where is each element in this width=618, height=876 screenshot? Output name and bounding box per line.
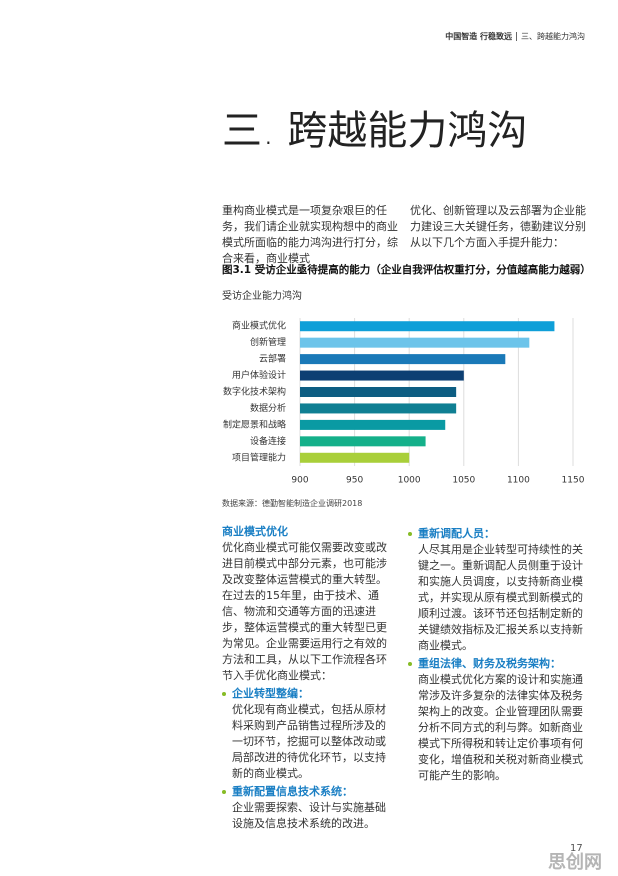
- bullet-text: 优化现有商业模式，包括从原材料采购到产品销售过程所涉及的一切环节，挖掘可以整体改…: [232, 703, 386, 780]
- x-tick-label: 950: [346, 476, 363, 486]
- y-tick-label: 制定愿景和战略: [223, 418, 286, 430]
- y-tick-label: 设备连接: [250, 435, 286, 447]
- bullet-heading: 企业转型整编：: [222, 686, 396, 702]
- bullet-text: 商业模式优化方案的设计和实施通常涉及许多复杂的法律实体及税务架构上的改变。企业管…: [418, 673, 583, 782]
- x-tick-label: 1100: [507, 476, 530, 486]
- y-tick-label: 用户体验设计: [232, 369, 286, 381]
- y-tick-label: 商业模式优化: [232, 320, 286, 332]
- page-number: 17: [570, 843, 583, 854]
- header-section: 三、跨越能力鸿沟: [521, 32, 585, 41]
- figure-source: 数据来源：德勤智能制造企业调研2018: [222, 499, 363, 508]
- x-tick-label: 1000: [398, 476, 421, 486]
- bullet-text: 人尽其用是企业转型可持续性的关键之一。重新调配人员侧重于设计和实施人员调度，以支…: [418, 543, 583, 652]
- figure-subtitle: 受访企业能力鸿沟: [222, 291, 302, 302]
- x-tick-label: 1150: [562, 476, 585, 486]
- paragraph: 优化商业模式可能仅需要改变或改进目前模式中部分元素，也可能涉及改变整体运营模式的…: [222, 541, 387, 682]
- x-tick-label: 1050: [452, 476, 475, 486]
- bar: [300, 387, 457, 397]
- y-tick-label: 数据分析: [250, 402, 286, 414]
- bullet: 重新配置信息技术系统： 企业需要探索、设计与实施基础设施及信息技术系统的改进。: [222, 784, 396, 832]
- figure-title: 图3.1 受访企业亟待提高的能力（企业自我评估权重打分，分值越高能力越弱）: [222, 264, 591, 276]
- bullet: 重新调配人员： 人尽其用是企业转型可持续性的关键之一。重新调配人员侧重于设计和实施…: [408, 526, 590, 654]
- watermark: 思创网: [548, 852, 602, 873]
- bar: [300, 403, 457, 414]
- bullet-text: 企业需要探索、设计与实施基础设施及信息技术系统的改进。: [232, 801, 386, 830]
- bar: [300, 419, 446, 430]
- bullet-heading: 重新配置信息技术系统：: [222, 784, 396, 800]
- right-column: 重新调配人员： 人尽其用是企业转型可持续性的关键之一。重新调配人员侧重于设计和实施…: [408, 524, 590, 784]
- bar: [300, 370, 464, 381]
- y-tick-label: 项目管理能力: [232, 451, 286, 463]
- left-column: 商业模式优化 优化商业模式可能仅需要改变或改进目前模式中部分元素，也可能涉及改变…: [222, 524, 396, 832]
- bar: [300, 321, 555, 332]
- intro-left: 重构商业模式是一项复杂艰巨的任务，我们请企业就实现构想中的商业模式所面临的能力鸿…: [222, 204, 398, 265]
- running-header: 中国智造 行稳致远 三、跨越能力鸿沟: [380, 31, 585, 42]
- bar: [300, 436, 426, 447]
- chart: 900 950 1000 1050 1100 1150 商业模式优化创新管理云部署用户体验设…: [223, 318, 585, 486]
- y-tick-label: 云部署: [259, 353, 286, 365]
- y-tick-label: 数字化技术架构: [223, 386, 286, 398]
- bullet: 重组法律、财务及税务架构： 商业模式优化方案的设计和实施通常涉及许多复杂的法律实体…: [408, 656, 590, 784]
- bullet-heading: 重新调配人员：: [408, 526, 590, 542]
- section-heading: 商业模式优化: [222, 525, 288, 538]
- y-tick-label: 创新管理: [250, 336, 286, 348]
- header-text: 中国智造 行稳致远: [445, 32, 517, 41]
- bar: [300, 337, 530, 348]
- bar: [300, 452, 410, 463]
- bar: [300, 354, 506, 365]
- x-tick-label: 900: [291, 476, 308, 486]
- page-title: 三. 跨越能力鸿沟: [222, 108, 528, 154]
- bullet: 企业转型整编： 优化现有商业模式，包括从原材料采购到产品销售过程所涉及的一切环节，…: [222, 686, 396, 782]
- bullet-heading: 重组法律、财务及税务架构：: [408, 656, 590, 672]
- intro-right: 优化、创新管理以及云部署为企业能力建设三大关键任务，德勤建议分别从以下几个方面入…: [410, 204, 586, 249]
